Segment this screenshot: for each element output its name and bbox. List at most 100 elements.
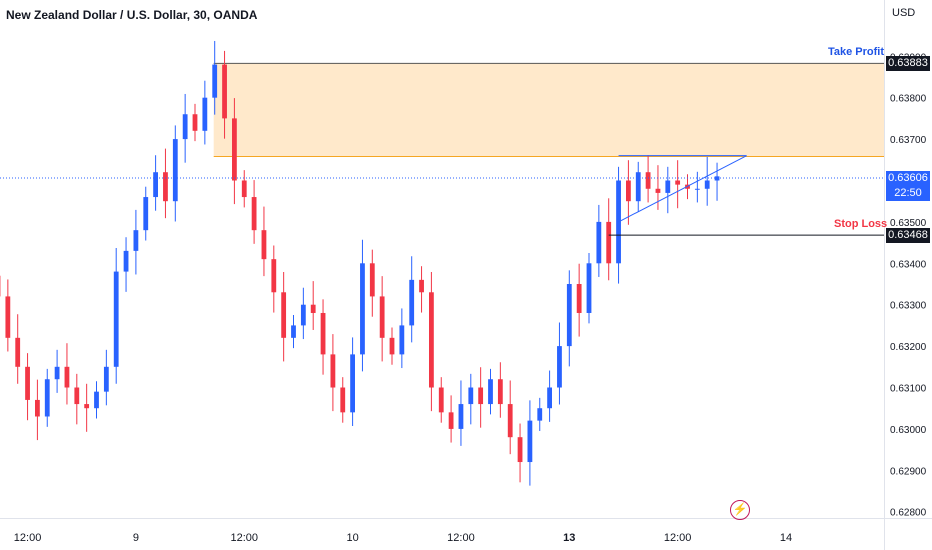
candle-body xyxy=(399,325,405,355)
y-tick-label: 0.63200 xyxy=(890,342,927,353)
candle-body xyxy=(232,118,237,181)
candle-body xyxy=(694,188,700,190)
candle-body xyxy=(251,197,257,231)
candle-body xyxy=(35,399,40,417)
candle-body xyxy=(310,304,316,313)
candle-body xyxy=(566,284,572,347)
candle-body xyxy=(143,197,149,231)
candle-body xyxy=(586,263,592,313)
candle-body xyxy=(15,337,21,367)
candle-body xyxy=(596,221,602,264)
take-profit-price: 0.63883 xyxy=(888,57,928,70)
x-tick-label: 13 xyxy=(563,532,575,544)
candle-body xyxy=(44,379,50,417)
candle-body xyxy=(458,404,464,429)
candle-body xyxy=(645,172,651,189)
candle-body xyxy=(172,139,178,202)
candle-body xyxy=(635,172,641,202)
candle-body xyxy=(291,325,296,338)
candle-body xyxy=(54,366,60,380)
candle-body xyxy=(222,64,227,119)
y-tick-label: 0.62800 xyxy=(890,508,927,519)
y-tick-label: 0.63800 xyxy=(890,94,927,105)
candle-body xyxy=(74,387,80,405)
stop-loss-price: 0.63468 xyxy=(888,229,928,242)
candle-body xyxy=(113,271,119,367)
candle-body xyxy=(5,296,11,338)
candle-body xyxy=(320,312,326,355)
y-tick-label: 0.63300 xyxy=(890,301,927,312)
candle-body xyxy=(340,387,346,413)
x-tick-label: 12:00 xyxy=(14,532,42,544)
y-tick-label: 0.63700 xyxy=(890,135,927,146)
candle-body xyxy=(429,292,434,388)
x-tick-label: 12:00 xyxy=(230,532,258,544)
candle-body xyxy=(389,337,395,355)
line-layer xyxy=(0,155,884,236)
candle-body xyxy=(202,97,208,131)
candle-body xyxy=(527,420,533,463)
candle-body xyxy=(704,180,710,189)
x-tick-label: 9 xyxy=(133,532,139,544)
candle-body xyxy=(409,279,415,326)
take-profit-label: Take Profit xyxy=(828,46,885,59)
candle-body xyxy=(468,387,474,405)
x-tick-label: 12:00 xyxy=(447,532,475,544)
candle-body xyxy=(103,366,109,392)
candle-body xyxy=(192,114,198,131)
candle-body xyxy=(241,180,247,198)
candle-body xyxy=(94,391,99,409)
x-tick-label: 10 xyxy=(346,532,358,544)
x-tick-label: 14 xyxy=(780,532,792,544)
candle-body xyxy=(281,292,287,338)
candle-body xyxy=(448,412,454,429)
stop-loss-label: Stop Loss xyxy=(834,218,888,231)
candle-body xyxy=(271,259,277,293)
candle-body xyxy=(606,221,612,264)
candle-body xyxy=(369,263,375,297)
candle-body xyxy=(330,354,336,388)
candle-body xyxy=(517,437,523,463)
candle-body xyxy=(25,366,30,400)
candle-body xyxy=(438,387,444,413)
candle-body xyxy=(153,172,158,198)
candle-body xyxy=(537,408,543,421)
currency-label: USD xyxy=(892,7,916,19)
candle-body xyxy=(379,296,385,338)
candle-body xyxy=(665,180,671,193)
take-profit-price-tag: 0.63883 xyxy=(886,56,930,72)
lightning-bolt-icon[interactable]: ⚡ xyxy=(730,500,750,520)
candle-body xyxy=(488,379,493,405)
y-tick-label: 0.63000 xyxy=(890,425,927,436)
candle-body xyxy=(212,64,218,98)
candle-body xyxy=(182,114,188,140)
candle-body xyxy=(626,180,631,202)
candle-body xyxy=(655,188,661,193)
candle-body xyxy=(64,366,70,388)
current-price: 0.63606 xyxy=(888,172,928,184)
bar-countdown: 22:50 xyxy=(894,187,922,199)
candle-body xyxy=(675,180,681,185)
candle-body xyxy=(360,263,365,355)
y-tick-label: 0.63400 xyxy=(890,259,927,270)
candle-body xyxy=(261,230,267,260)
candle-body xyxy=(497,379,503,405)
candle-body xyxy=(163,172,168,202)
symbol-title[interactable]: New Zealand Dollar / U.S. Dollar, 30, OA… xyxy=(6,8,258,22)
candle-layer xyxy=(0,40,720,486)
candle-body xyxy=(300,304,306,326)
candle-body xyxy=(547,387,552,409)
candle-body xyxy=(419,279,424,293)
y-tick-label: 0.63100 xyxy=(890,384,927,395)
candle-body xyxy=(123,250,129,272)
triangle-bottom-line xyxy=(618,155,747,223)
candle-body xyxy=(133,230,139,251)
candle-body xyxy=(478,387,484,405)
current-price-tag: 0.63606 22:50 xyxy=(886,171,930,201)
candle-body xyxy=(84,404,90,409)
stop-loss-price-tag: 0.63468 xyxy=(886,228,930,244)
zone-layer xyxy=(213,62,884,157)
candle-body xyxy=(350,354,355,413)
